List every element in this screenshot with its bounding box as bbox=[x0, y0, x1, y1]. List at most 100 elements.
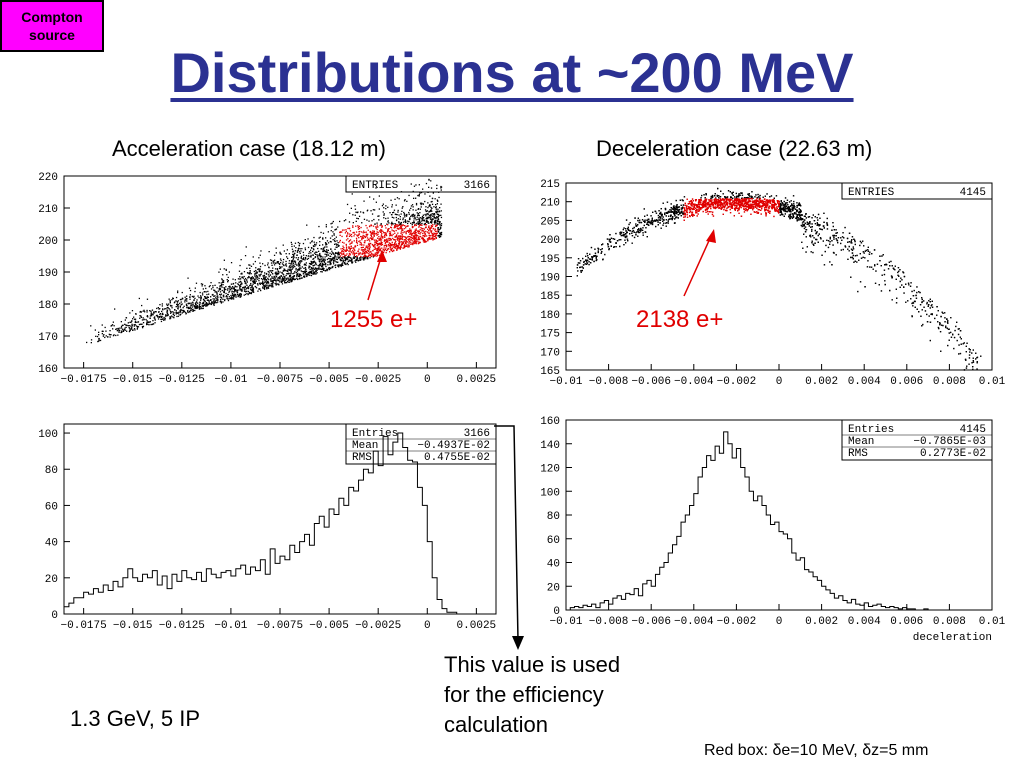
data-point bbox=[940, 324, 943, 326]
data-point bbox=[321, 264, 323, 267]
data-point bbox=[701, 194, 703, 197]
x-tick-label: 0 bbox=[776, 376, 783, 388]
data-point bbox=[366, 210, 368, 212]
data-point bbox=[155, 311, 157, 313]
data-point bbox=[795, 208, 797, 210]
data-point bbox=[321, 261, 323, 263]
data-point bbox=[289, 281, 291, 283]
data-point bbox=[328, 268, 331, 271]
data-point bbox=[962, 343, 964, 345]
data-point bbox=[280, 253, 282, 255]
data-point bbox=[176, 312, 178, 314]
data-point bbox=[417, 238, 419, 240]
data-point bbox=[424, 222, 426, 225]
data-point bbox=[377, 231, 379, 234]
data-point bbox=[303, 264, 305, 266]
data-point bbox=[844, 246, 847, 248]
data-point bbox=[377, 226, 379, 228]
data-point bbox=[425, 221, 427, 223]
data-point bbox=[343, 249, 345, 251]
data-point bbox=[248, 276, 250, 278]
data-point bbox=[204, 300, 206, 302]
data-point bbox=[414, 237, 417, 239]
data-point bbox=[261, 270, 263, 273]
data-point bbox=[620, 239, 622, 241]
data-point bbox=[243, 279, 246, 281]
data-point bbox=[831, 240, 833, 242]
data-point bbox=[388, 228, 390, 230]
data-point bbox=[426, 238, 429, 240]
data-point bbox=[394, 243, 396, 246]
data-point bbox=[383, 249, 385, 251]
data-point bbox=[210, 299, 212, 301]
data-point bbox=[243, 271, 246, 273]
data-point bbox=[220, 294, 222, 296]
data-point bbox=[229, 287, 231, 289]
data-point bbox=[315, 262, 317, 264]
data-point bbox=[233, 288, 235, 290]
data-point bbox=[260, 250, 262, 252]
data-point bbox=[194, 305, 196, 307]
data-point bbox=[355, 261, 357, 263]
acceleration-scatter-plot: −0.0175 −0.015 −0.0125 −0.01 −0.0075 −0.005 −0… bbox=[38, 172, 497, 386]
data-point bbox=[190, 302, 192, 304]
y-tick-label: 190 bbox=[38, 268, 58, 280]
data-point bbox=[396, 197, 399, 199]
data-point bbox=[180, 309, 182, 311]
data-point bbox=[200, 296, 202, 298]
data-point bbox=[235, 290, 238, 292]
data-point bbox=[331, 259, 333, 261]
data-point bbox=[138, 323, 141, 326]
data-point bbox=[395, 213, 397, 216]
data-point bbox=[298, 251, 301, 253]
data-point bbox=[377, 254, 379, 256]
data-point bbox=[198, 304, 200, 306]
data-point bbox=[381, 235, 383, 237]
data-point bbox=[341, 235, 343, 238]
data-point bbox=[268, 282, 270, 284]
data-point bbox=[389, 242, 391, 245]
data-point bbox=[233, 287, 235, 289]
data-point bbox=[389, 237, 391, 240]
data-point bbox=[356, 239, 358, 241]
data-point bbox=[290, 263, 292, 265]
data-point bbox=[318, 268, 320, 270]
data-point bbox=[790, 200, 792, 202]
data-point bbox=[405, 227, 407, 229]
data-point bbox=[948, 328, 950, 330]
data-point bbox=[736, 196, 738, 198]
data-point bbox=[246, 272, 249, 274]
data-point bbox=[437, 227, 439, 229]
data-point bbox=[350, 250, 352, 253]
data-point bbox=[225, 286, 227, 288]
data-point bbox=[210, 282, 212, 284]
data-point bbox=[419, 217, 422, 219]
data-point bbox=[383, 247, 385, 249]
data-point bbox=[421, 222, 423, 225]
data-point bbox=[342, 262, 344, 264]
data-point bbox=[335, 246, 337, 248]
data-point bbox=[259, 283, 261, 285]
data-point bbox=[236, 293, 239, 296]
data-point bbox=[334, 266, 337, 269]
data-point bbox=[414, 240, 416, 243]
data-point bbox=[273, 277, 275, 279]
data-point bbox=[403, 246, 406, 248]
data-point bbox=[858, 259, 860, 261]
data-point bbox=[364, 236, 367, 239]
data-point bbox=[392, 230, 394, 232]
data-point bbox=[322, 259, 325, 261]
data-point bbox=[297, 272, 299, 274]
data-point bbox=[675, 217, 677, 219]
data-point bbox=[178, 313, 180, 315]
data-point bbox=[150, 315, 153, 317]
data-point bbox=[434, 230, 437, 232]
y-tick-label: 190 bbox=[540, 273, 560, 285]
data-point bbox=[759, 194, 761, 197]
data-point bbox=[290, 280, 292, 282]
data-point bbox=[332, 258, 334, 260]
data-point bbox=[231, 290, 233, 292]
data-point bbox=[276, 273, 278, 275]
data-point bbox=[369, 225, 371, 227]
